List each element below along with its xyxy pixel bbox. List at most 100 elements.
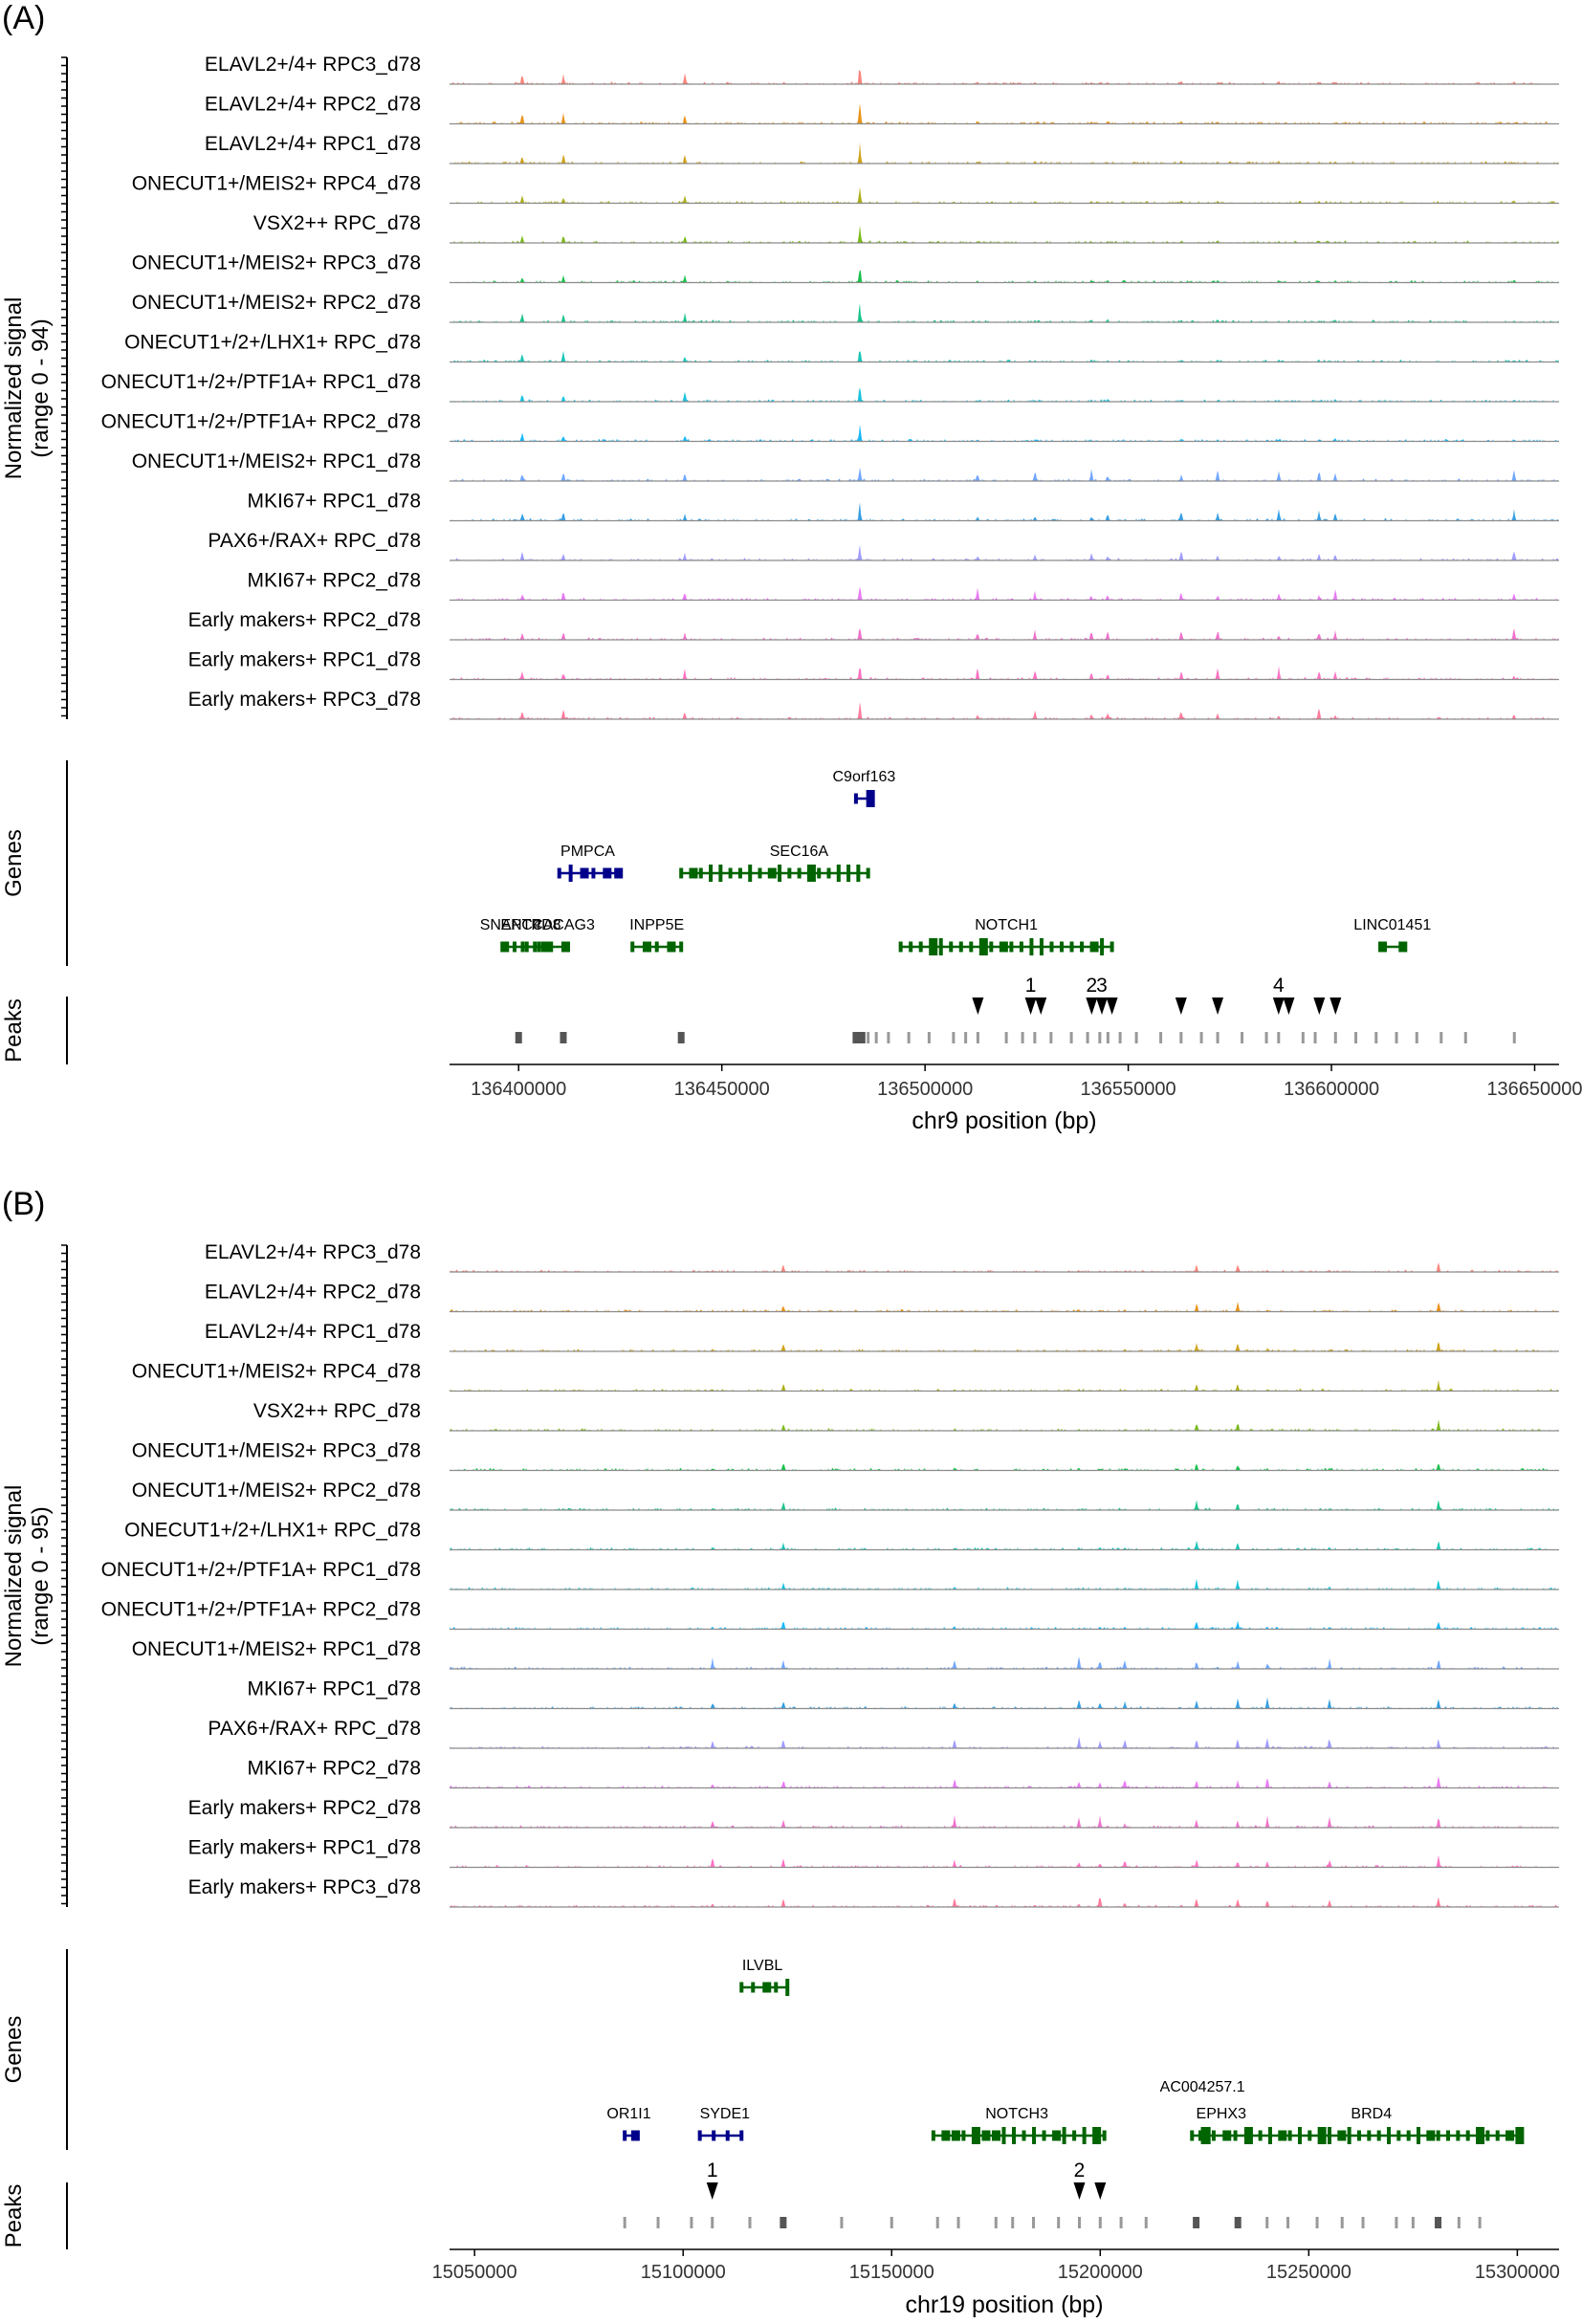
gene-model: OR1I1 [606, 2106, 651, 2141]
gene-exon [679, 867, 684, 879]
signal-track: Early makers+ RPC3_d78 [188, 1876, 1559, 1908]
gene-exon [603, 867, 612, 879]
track-label: Early makers+ RPC3_d78 [188, 689, 421, 711]
track-signal-area [450, 1463, 1559, 1471]
gene-label: ENTPD8 [500, 917, 560, 933]
gene-exon [512, 941, 516, 953]
gene-model: C9orf163 [832, 769, 895, 807]
gene-exon [1069, 941, 1074, 953]
signal-track: MKI67+ RPC1_d78 [247, 1678, 1559, 1710]
track-label: ONECUT1+/2+/PTF1A+ RPC2_d78 [101, 1599, 421, 1621]
marked-peak-label: 1 [1025, 975, 1037, 997]
peak-interval [1395, 1032, 1398, 1043]
gene-exon [718, 865, 723, 882]
gene-label: EPHX3 [1197, 2106, 1247, 2122]
x-tick-label: 15250000 [1266, 2262, 1351, 2283]
peak-interval [1265, 2217, 1269, 2228]
track-label: ONECUT1+/MEIS2+ RPC1_d78 [132, 450, 421, 472]
gene-exon [1485, 2130, 1490, 2141]
gene-exon [1387, 2127, 1392, 2144]
track-signal-area [450, 1814, 1559, 1828]
peak-interval [1033, 1032, 1037, 1043]
peak-interval [1241, 1032, 1244, 1043]
signal-track: ONECUT1+/MEIS2+ RPC3_d78 [132, 252, 1559, 284]
gene-exon [667, 941, 676, 953]
track-signal-area [450, 586, 1559, 601]
x-tick-label: 136500000 [877, 1079, 973, 1100]
gene-exon [1356, 2130, 1361, 2141]
peak-interval [1264, 1032, 1268, 1043]
gene-model: INPP5E [629, 917, 684, 953]
gene-exon [654, 941, 659, 953]
peak-interval [858, 1032, 866, 1043]
track-signal-area [450, 103, 1559, 124]
signal-track: Early makers+ RPC1_d78 [188, 1837, 1559, 1869]
gene-label: SNAPC4 [480, 917, 541, 933]
track-signal-area [450, 1896, 1559, 1907]
marked-peak-label: 2 [1087, 975, 1098, 997]
track-signal-area [450, 1342, 1559, 1351]
peak-interval [1032, 2217, 1036, 2228]
gene-model: CACAG3 [532, 917, 595, 953]
y-axis-range-label: (range 0 - 95) [28, 1506, 54, 1645]
gene-exon [1278, 2130, 1287, 2141]
peak-interval [1478, 2217, 1482, 2228]
gene-exon [1022, 2130, 1026, 2141]
track-signal-area [450, 186, 1559, 204]
track-signal-area [450, 1578, 1559, 1590]
marked-peak-label: 1 [707, 2160, 718, 2181]
gene-exon [971, 2127, 980, 2144]
gene-exon [1258, 2130, 1263, 2141]
gene-exon [951, 2130, 960, 2141]
signal-track: ONECUT1+/2+/LHX1+ RPC_d78 [124, 1520, 1559, 1551]
gene-exon [712, 2130, 716, 2141]
peak-interval [1234, 2217, 1241, 2228]
gene-exon [1009, 941, 1014, 953]
gene-exon [580, 867, 589, 879]
gene-model: SEC16A [679, 844, 870, 882]
gene-exon [709, 865, 714, 882]
signal-track: ELAVL2+/4+ RPC2_d78 [205, 1282, 1559, 1313]
gene-exon [969, 941, 974, 953]
gene-exon [797, 867, 802, 879]
signal-track: ONECUT1+/MEIS2+ RPC1_d78 [132, 1638, 1559, 1670]
track-signal-area [450, 628, 1559, 640]
gene-exon [1089, 941, 1099, 953]
gene-model: PMPCA [557, 844, 624, 882]
marked-peak-arrow [1175, 998, 1187, 1015]
gene-exon [762, 1982, 772, 1993]
gene-exon [866, 867, 870, 879]
gene-exon [918, 941, 923, 953]
peak-interval [1301, 1032, 1305, 1043]
track-label: ONECUT1+/2+/LHX1+ RPC_d78 [124, 332, 421, 354]
gene-exon [725, 2130, 730, 2141]
gene-exon [1233, 2130, 1238, 2141]
peak-interval [1415, 1032, 1418, 1043]
track-signal-area [450, 502, 1559, 521]
peak-interval [1199, 1032, 1203, 1043]
gene-exon [1102, 2130, 1107, 2141]
gene-exon [961, 2130, 966, 2141]
gene-model: NOTCH3 [931, 2106, 1107, 2144]
gene-exon [978, 938, 988, 955]
track-signal-area [450, 1262, 1559, 1272]
signal-track: ONECUT1+/MEIS2+ RPC1_d78 [132, 450, 1559, 482]
peak-interval [1286, 2217, 1290, 2228]
track-signal-area [450, 142, 1559, 164]
track-signal-area [450, 666, 1559, 680]
gene-exon [1029, 938, 1034, 955]
track-signal-area [450, 387, 1559, 402]
track-label: PAX6+/RAX+ RPC_d78 [208, 1718, 421, 1740]
gene-exon [1211, 2130, 1216, 2141]
peak-interval [1340, 2217, 1344, 2228]
peak-interval [867, 1032, 870, 1043]
peak-interval [1077, 2217, 1081, 2228]
x-tick-label: 136650000 [1486, 1079, 1582, 1100]
marked-peak-arrow [1106, 998, 1118, 1015]
track-label: ELAVL2+/4+ RPC2_d78 [205, 94, 421, 116]
gene-exon [1200, 2127, 1210, 2144]
gene-exon [1039, 938, 1044, 955]
gene-exon [1426, 2130, 1436, 2141]
peak-interval [1119, 2217, 1123, 2228]
gene-exon [1267, 2127, 1272, 2144]
